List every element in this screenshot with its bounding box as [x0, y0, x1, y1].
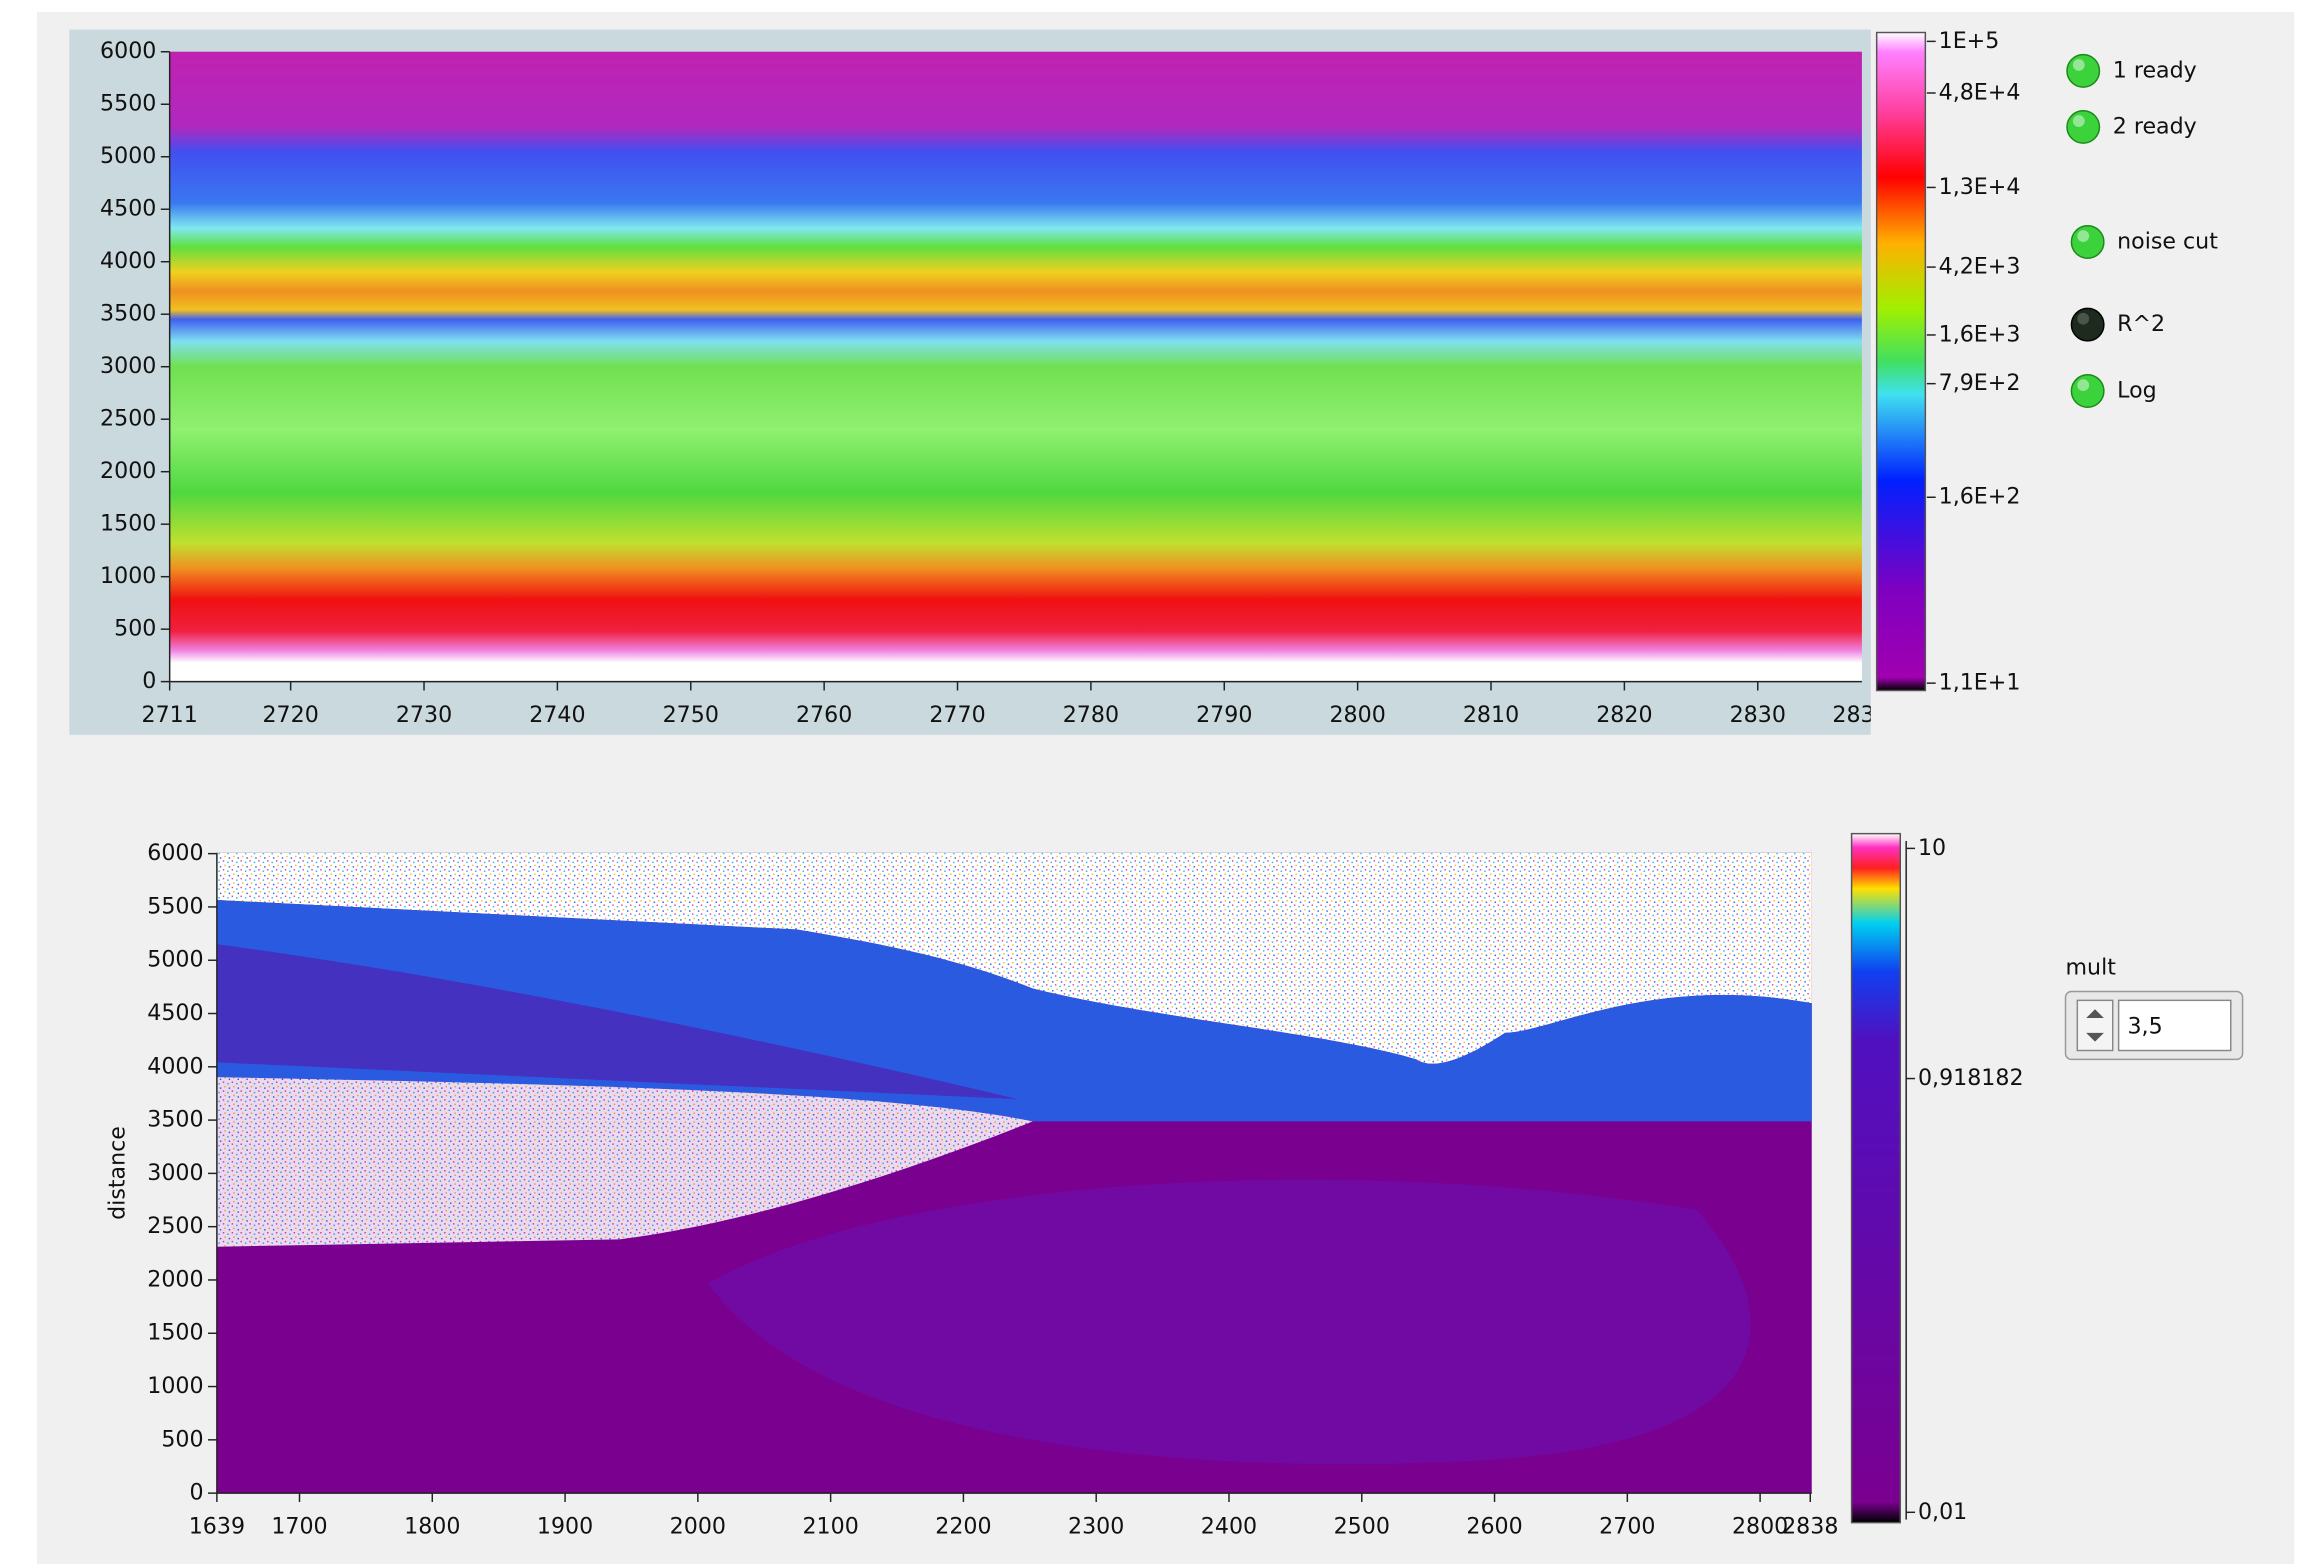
y-tick-label: 4000 — [100, 248, 156, 274]
y-tick-label: 5500 — [147, 893, 203, 919]
x-tick-label: 1700 — [271, 1514, 327, 1540]
x-tick-label: 2400 — [1201, 1514, 1257, 1540]
x-tick-label: 2800 — [1329, 702, 1385, 728]
y-tick-label: 6000 — [147, 840, 203, 866]
y-tick-label: 3500 — [147, 1107, 203, 1133]
x-tick-label: 2830 — [1730, 702, 1786, 728]
indicator-label: R^2 — [2117, 311, 2165, 337]
y-tick-label: 6000 — [100, 38, 156, 64]
scale-label: 1,1E+1 — [1939, 670, 2021, 696]
led-indicator[interactable] — [2070, 225, 2105, 259]
mult-field[interactable] — [2117, 999, 2232, 1052]
scale-label: 7,9E+2 — [1939, 370, 2021, 396]
y-tick-label: 4500 — [100, 196, 156, 222]
x-tick-label: 2000 — [670, 1514, 726, 1540]
x-tick-label: 2820 — [1596, 702, 1652, 728]
x-tick-label: 2810 — [1463, 702, 1519, 728]
x-tick-label: 2800 — [1732, 1514, 1788, 1540]
scale-label: 0,01 — [1918, 1499, 1967, 1525]
scale-label: 1,6E+2 — [1939, 484, 2021, 510]
led-shine — [2072, 59, 2085, 71]
x-tick-label: 2600 — [1466, 1514, 1522, 1540]
y-tick-label: 1000 — [147, 1373, 203, 1399]
x-tick-label: 2730 — [396, 702, 452, 728]
led-shine — [2072, 115, 2085, 127]
x-tick-label: 2760 — [796, 702, 852, 728]
indicator-label: 2 ready — [2113, 113, 2197, 139]
x-tick-label: 2720 — [262, 702, 318, 728]
x-tick-label: 2200 — [935, 1514, 991, 1540]
led-indicator[interactable] — [2066, 109, 2101, 144]
x-tick-label: 2740 — [529, 702, 585, 728]
y-tick-label: 5500 — [100, 91, 156, 117]
scale-label: 1E+5 — [1939, 28, 2000, 54]
led-indicator[interactable] — [2066, 53, 2101, 88]
x-tick-label: 2780 — [1063, 702, 1119, 728]
y-tick-label: 2000 — [100, 458, 156, 484]
x-tick-label: 2700 — [1599, 1514, 1655, 1540]
x-tick-label: 2838 — [1782, 1514, 1838, 1540]
y-tick-label: 3500 — [100, 301, 156, 327]
spinner-arrows — [2086, 1009, 2104, 1042]
bottom-shade — [708, 1179, 1751, 1465]
y-tick-label: 3000 — [147, 1160, 203, 1186]
top-axis-group: 0 500 1000 1500 2000 2500 3000 3500 4000 4500 5000… — [100, 38, 1874, 728]
bottom-lower-noise — [216, 1077, 1033, 1247]
y-tick-label: 500 — [114, 616, 156, 642]
y-tick-label: 5000 — [147, 947, 203, 973]
y-tick-label: 5000 — [100, 143, 156, 169]
mult-value: 3,5 — [2127, 1013, 2162, 1039]
x-tick-label: 283 — [1832, 702, 1874, 728]
led-shine — [2077, 230, 2090, 243]
led-shine — [2077, 312, 2090, 325]
bottom-dark-band — [216, 944, 1019, 1100]
x-tick-label: 2300 — [1068, 1514, 1124, 1540]
top-color-scale — [1875, 31, 1927, 692]
led-shine — [2077, 379, 2090, 392]
scale-label: 4,2E+3 — [1939, 254, 2021, 280]
y-tick-label: 2500 — [147, 1213, 203, 1239]
scale-label: 0,918182 — [1918, 1065, 2024, 1091]
x-tick-label: 2750 — [663, 702, 719, 728]
x-tick-label: 1800 — [404, 1514, 460, 1540]
led-indicator[interactable] — [2070, 307, 2105, 342]
y-tick-label: 1500 — [147, 1320, 203, 1346]
led-indicator[interactable] — [2070, 374, 2105, 408]
mult-spinner[interactable] — [2076, 999, 2114, 1052]
scale-label: 1,3E+4 — [1939, 174, 2021, 200]
x-tick-label: 2500 — [1334, 1514, 1390, 1540]
y-tick-label: 2000 — [147, 1266, 203, 1292]
mult-label: mult — [2066, 954, 2117, 980]
y-tick-label: 1000 — [100, 563, 156, 589]
y-tick-label: 0 — [142, 668, 156, 694]
scale-label: 10 — [1918, 835, 1946, 861]
indicator-label: 1 ready — [2113, 57, 2197, 83]
y-tick-label: 1500 — [100, 511, 156, 537]
y-axis-title: distance — [105, 1126, 131, 1220]
indicator-label: noise cut — [2117, 229, 2218, 255]
x-tick-label: 2770 — [929, 702, 985, 728]
scale-label: 1,6E+3 — [1939, 321, 2021, 347]
x-tick-label: 2711 — [142, 702, 198, 728]
y-tick-label: 0 — [190, 1480, 204, 1506]
x-tick-label: 2790 — [1196, 702, 1252, 728]
top-intensity-plot — [169, 51, 1862, 682]
y-tick-label: 4500 — [147, 1000, 203, 1026]
y-tick-label: 4000 — [147, 1053, 203, 1079]
x-tick-label: 1639 — [189, 1514, 245, 1540]
x-tick-label: 2100 — [802, 1514, 858, 1540]
indicator-label: Log — [2117, 378, 2157, 404]
bottom-noise-region — [216, 852, 1812, 1064]
bottom-color-scale — [1850, 832, 1902, 1524]
y-tick-label: 3000 — [100, 353, 156, 379]
scale-label: 4,8E+4 — [1939, 80, 2021, 106]
y-tick-label: 2500 — [100, 406, 156, 432]
x-tick-label: 1900 — [537, 1514, 593, 1540]
y-tick-label: 500 — [161, 1426, 203, 1452]
